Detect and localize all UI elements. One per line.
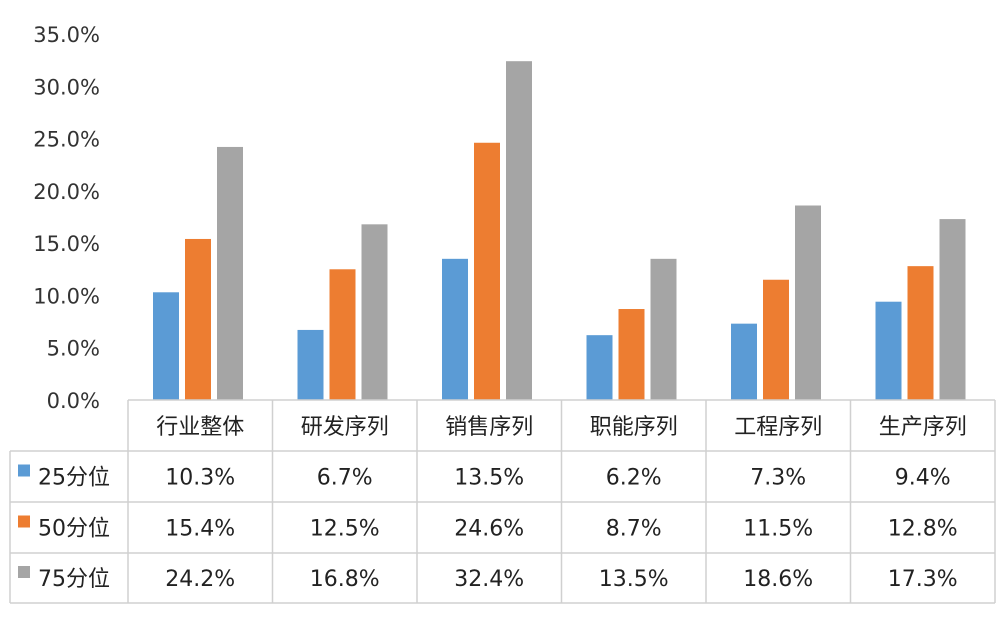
y-tick-label: 15.0% xyxy=(33,232,100,256)
legend-label: 75分位 xyxy=(38,567,110,592)
data-label: 9.4% xyxy=(895,466,951,491)
data-label: 13.5% xyxy=(454,466,524,491)
legend-swatch-75分位 xyxy=(18,566,30,578)
bar-50分位-职能序列 xyxy=(618,309,645,400)
y-tick-label: 20.0% xyxy=(33,180,100,204)
data-label: 11.5% xyxy=(743,517,813,542)
legend-swatch-50分位 xyxy=(18,515,30,528)
bar-75分位-生产序列 xyxy=(939,219,966,400)
y-tick-label: 30.0% xyxy=(33,75,100,99)
y-tick-label: 10.0% xyxy=(33,284,100,308)
bar-50分位-工程序列 xyxy=(763,279,789,400)
data-label: 32.4% xyxy=(454,567,524,592)
bar-50分位-销售序列 xyxy=(474,142,500,401)
y-tick-label: 0.0% xyxy=(47,389,100,413)
data-label: 6.2% xyxy=(606,466,662,491)
bar-25分位-销售序列 xyxy=(442,258,468,400)
data-label: 18.6% xyxy=(743,567,813,592)
y-tick-label: 35.0% xyxy=(33,23,100,47)
bar-50分位-生产序列 xyxy=(907,266,934,400)
legend-swatch-25分位 xyxy=(18,464,30,477)
bar-75分位-销售序列 xyxy=(506,61,532,401)
category-label: 工程序列 xyxy=(734,415,822,440)
data-label: 10.3% xyxy=(165,466,235,491)
data-label: 7.3% xyxy=(750,466,806,491)
data-label: 13.5% xyxy=(599,567,669,592)
data-label: 12.5% xyxy=(310,517,380,542)
category-label: 销售序列 xyxy=(445,415,533,440)
category-label: 研发序列 xyxy=(301,415,389,440)
category-label: 行业整体 xyxy=(156,415,244,440)
category-label: 生产序列 xyxy=(879,415,967,440)
bar-25分位-生产序列 xyxy=(875,301,902,400)
bar-25分位-职能序列 xyxy=(586,335,613,400)
bar-75分位-行业整体 xyxy=(217,146,243,400)
legend-label: 50分位 xyxy=(38,517,110,542)
bar-25分位-工程序列 xyxy=(731,323,757,400)
bar-50分位-行业整体 xyxy=(185,238,211,400)
data-label: 15.4% xyxy=(165,517,235,542)
y-tick-label: 25.0% xyxy=(33,128,100,152)
bar-25分位-研发序列 xyxy=(297,329,324,400)
data-label: 17.3% xyxy=(888,567,958,592)
data-label: 24.2% xyxy=(165,567,235,592)
y-tick-label: 5.0% xyxy=(47,337,100,361)
bar-50分位-研发序列 xyxy=(329,269,356,400)
category-label: 职能序列 xyxy=(590,415,678,440)
legend-label: 25分位 xyxy=(38,466,110,491)
bar-75分位-工程序列 xyxy=(795,205,821,400)
data-label: 24.6% xyxy=(454,517,524,542)
bar-25分位-行业整体 xyxy=(153,292,179,400)
data-label: 8.7% xyxy=(606,517,662,542)
data-label: 16.8% xyxy=(310,567,380,592)
data-label: 6.7% xyxy=(317,466,373,491)
bar-75分位-职能序列 xyxy=(650,258,677,400)
data-label: 12.8% xyxy=(888,517,958,542)
bar-75分位-研发序列 xyxy=(361,224,388,400)
